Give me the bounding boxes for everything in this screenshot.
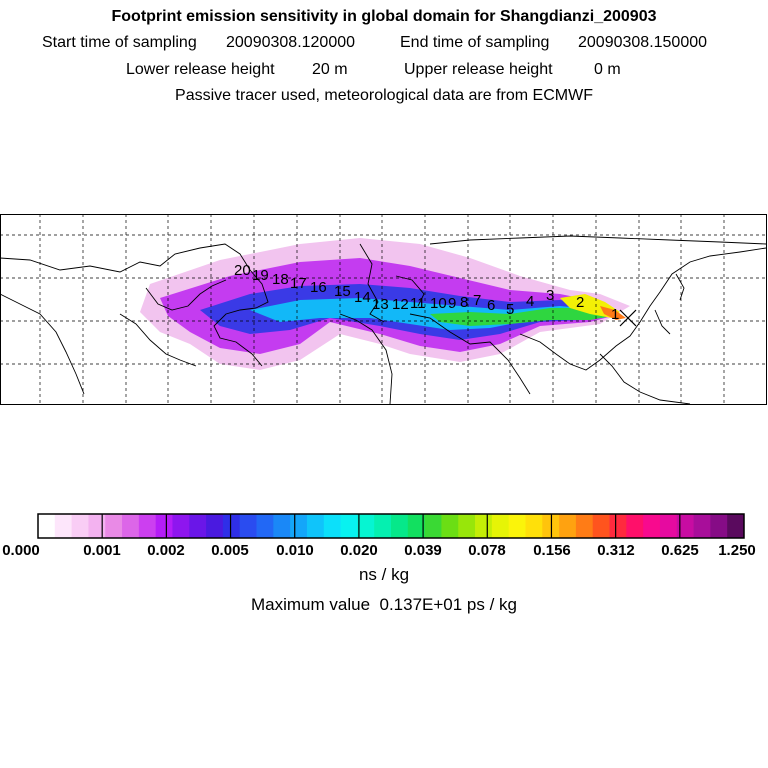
colorbar-segment <box>340 514 358 538</box>
trajectory-label: 3 <box>546 287 554 304</box>
plume-layer-orange <box>600 306 626 320</box>
colorbar-segment <box>727 514 745 538</box>
trajectory-label: 19 <box>252 267 269 284</box>
colorbar-segment <box>239 514 257 538</box>
colorbar-segment <box>508 514 526 538</box>
colorbar-segment <box>323 514 341 538</box>
trajectory-label: 15 <box>334 283 351 300</box>
trajectory-label: 14 <box>354 289 371 306</box>
trajectory-label: 4 <box>526 293 534 310</box>
colorbar-segment <box>626 514 644 538</box>
upper-release-label: Upper release height <box>404 61 553 78</box>
colorbar-segment <box>105 514 123 538</box>
colorbar-segment <box>206 514 224 538</box>
trajectory-label: 17 <box>290 275 307 292</box>
colorbar-units: ns / kg <box>358 565 410 584</box>
colorbar-segment <box>256 514 274 538</box>
colorbar-tick-label: 0.005 <box>211 542 249 557</box>
colorbar-tick-label: 0.020 <box>340 542 378 557</box>
trajectory-label: 20 <box>234 262 251 279</box>
trajectory-label: 8 <box>460 294 468 311</box>
maximum-value-label: Maximum value <box>250 595 371 614</box>
colorbar-segment <box>138 514 157 538</box>
trajectory-label: 13 <box>372 296 389 313</box>
colorbar-segment <box>88 514 106 538</box>
start-time-value: 20090308.120000 <box>226 34 356 51</box>
colorbar-tick-label: 0.000 <box>2 542 40 557</box>
colorbar-segment <box>643 514 661 538</box>
colorbar-segment <box>575 514 594 538</box>
colorbar-segment <box>273 514 291 538</box>
grid-lines <box>0 214 766 404</box>
maximum-value: 0.137E+01 ps / kg <box>379 595 518 614</box>
start-time-label: Start time of sampling <box>42 34 197 51</box>
trajectory-label: 7 <box>473 292 481 309</box>
colorbar-segment <box>222 514 241 538</box>
footprint-plume <box>140 238 630 370</box>
colorbar-segment <box>693 514 711 538</box>
colorbar-segment <box>659 514 678 538</box>
colorbar-segment <box>592 514 610 538</box>
footprint-map: 1 2 3 4 5 6 7 8 9 10 11 12 13 14 15 16 1… <box>0 214 767 405</box>
trajectory-label: 6 <box>487 297 495 314</box>
colorbar-segments <box>38 514 745 538</box>
lower-release-value: 20 m <box>312 61 348 78</box>
lower-release-label: Lower release height <box>126 61 275 78</box>
colorbar-tick-label: 0.039 <box>404 542 442 557</box>
trajectory-label: 1 <box>611 306 619 323</box>
colorbar-segment <box>172 514 190 538</box>
colorbar-segment <box>491 514 510 538</box>
colorbar-segment <box>458 514 476 538</box>
colorbar-segment <box>290 514 308 538</box>
maximum-value-line: Maximum value 0.137E+01 ps / kg <box>0 595 768 615</box>
colorbar-segment <box>441 514 459 538</box>
trajectory-label: 10 <box>430 295 447 312</box>
trajectory-label: 2 <box>576 294 584 311</box>
colorbar-dividers <box>101 514 681 538</box>
trajectory-label: 9 <box>448 295 456 312</box>
colorbar-tick-label: 0.078 <box>468 542 506 557</box>
colorbar-tick-labels: 0.000 0.001 0.002 0.005 0.010 0.020 0.03… <box>2 542 756 557</box>
colorbar-segment <box>54 514 73 538</box>
trajectory-labels: 1 2 3 4 5 6 7 8 9 10 11 12 13 14 15 16 1… <box>234 262 619 323</box>
colorbar-segment <box>391 514 409 538</box>
colorbar-tick-label: 0.312 <box>597 542 635 557</box>
colorbar-segment <box>609 514 627 538</box>
plume-layer-green <box>430 308 612 326</box>
colorbar-segment <box>676 514 694 538</box>
colorbar-tick-label: 1.250 <box>718 542 756 557</box>
colorbar-segment <box>374 514 392 538</box>
map-title: Footprint emission sensitivity in global… <box>111 8 657 25</box>
end-time-value: 20090308.150000 <box>578 34 708 51</box>
colorbar-segment <box>475 514 493 538</box>
upper-release-value: 0 m <box>594 61 621 78</box>
colorbar-segment <box>559 514 577 538</box>
trajectory-label: 16 <box>310 279 327 296</box>
colorbar-segment <box>71 514 89 538</box>
colorbar-segment <box>38 514 56 538</box>
colorbar-segment <box>357 514 375 538</box>
colorbar-tick-label: 0.010 <box>276 542 314 557</box>
colorbar-tick-label: 0.156 <box>533 542 571 557</box>
trajectory-label: 12 <box>392 296 409 313</box>
colorbar-segment <box>306 514 325 538</box>
colorbar-segment <box>122 514 140 538</box>
colorbar-segment <box>424 514 442 538</box>
colorbar-segment <box>710 514 728 538</box>
colorbar-segment <box>189 514 207 538</box>
end-time-label: End time of sampling <box>400 34 550 51</box>
trajectory-label: 5 <box>506 301 514 318</box>
tracer-note: Passive tracer used, meteorological data… <box>175 87 593 104</box>
colorbar-segment <box>407 514 426 538</box>
colorbar-tick-label: 0.625 <box>661 542 699 557</box>
trajectory-label: 11 <box>410 295 426 312</box>
trajectory-label: 18 <box>272 271 289 288</box>
receptor-marker <box>619 309 637 327</box>
colorbar: 0.000 0.001 0.002 0.005 0.010 0.020 0.03… <box>2 513 756 557</box>
colorbar-frame <box>37 513 745 539</box>
colorbar-segment <box>155 514 173 538</box>
colorbar-tick-label: 0.001 <box>83 542 121 557</box>
colorbar-segment <box>525 514 543 538</box>
colorbar-tick-label: 0.002 <box>147 542 185 557</box>
